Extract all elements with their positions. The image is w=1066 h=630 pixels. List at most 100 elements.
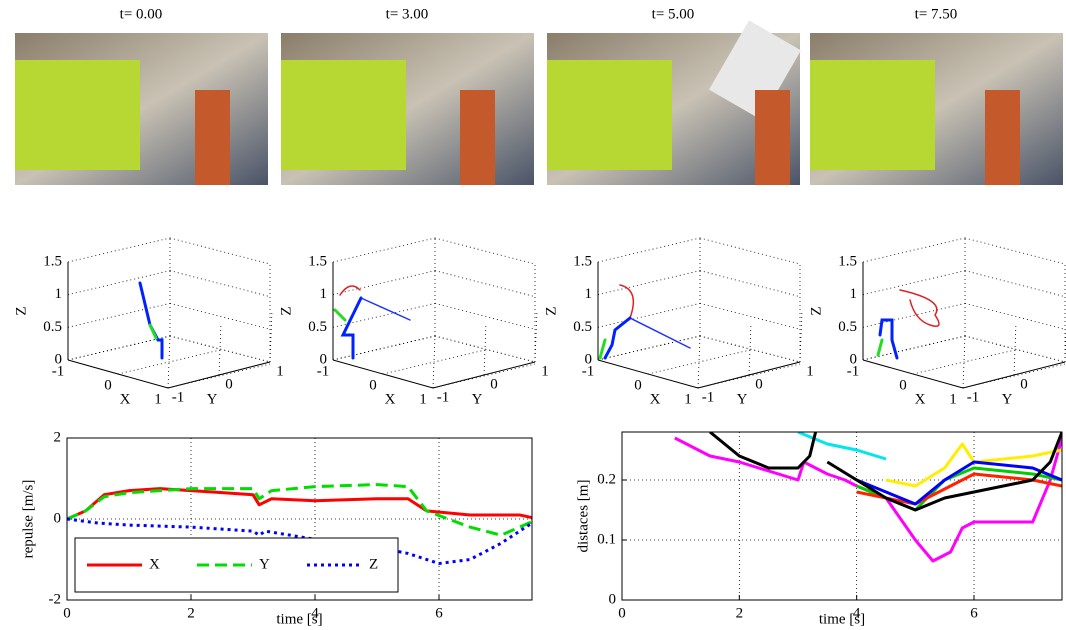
x-axis-label: time [s] — [276, 611, 322, 627]
grid-line — [697, 363, 801, 389]
grid-line — [434, 237, 536, 265]
y-tick-label: 0 — [225, 376, 233, 392]
y-tick-label: 0 — [1020, 376, 1028, 392]
grid-line — [332, 270, 436, 296]
photo — [281, 33, 534, 185]
grid-line — [483, 322, 487, 376]
frame-title: t= 3.00 — [386, 6, 429, 22]
trajectory — [598, 284, 691, 360]
grid-line — [862, 237, 966, 263]
series-line — [67, 517, 532, 566]
x-tick-label: 6 — [970, 605, 978, 621]
grid-line — [962, 335, 966, 389]
grid-line — [67, 270, 171, 296]
y-tick-label: 2 — [54, 429, 62, 445]
plot-area — [622, 432, 1062, 600]
z-tick-label: 1 — [850, 286, 858, 302]
photo — [547, 20, 801, 185]
grid-line — [799, 309, 803, 363]
z-label: Z — [13, 306, 29, 315]
y-tick-label: -2 — [49, 591, 62, 607]
grid-line — [332, 237, 436, 263]
grid-line — [167, 363, 271, 389]
line-chart: 0 2 4 6 0 0.1 0.2 time [s] distaces [m] — [575, 431, 1063, 627]
photo — [810, 33, 1063, 185]
series-line — [67, 483, 532, 537]
grid-line — [748, 322, 752, 376]
y-axis-label: repulse [m/s] — [20, 480, 36, 559]
grid-line — [169, 237, 271, 265]
x-tick-label: 0 — [104, 377, 112, 393]
grid-line — [912, 349, 1016, 375]
trajectory — [333, 285, 411, 360]
grid-line — [167, 335, 171, 389]
z-tick-label: 0.5 — [838, 319, 857, 335]
frame-title: t= 7.50 — [915, 6, 958, 22]
legend-label: Y — [259, 556, 270, 572]
x-tick-label: 0 — [899, 377, 907, 393]
y-tick-label: 0 — [609, 591, 617, 607]
grid-line — [1013, 322, 1017, 376]
z-tick-label: 1.5 — [43, 253, 62, 269]
x-tick-label: 2 — [736, 605, 744, 621]
y-tick-label: 1 — [541, 363, 549, 379]
series-group — [67, 483, 532, 566]
y-label: Y — [472, 391, 483, 407]
z-tick-label: 0 — [320, 351, 328, 367]
grid-line — [597, 302, 701, 328]
grid-line — [699, 270, 801, 298]
x-label: X — [385, 391, 396, 407]
grid-line — [597, 270, 701, 296]
x-axis-label: time [s] — [819, 611, 865, 627]
trajectories-3d — [138, 281, 940, 360]
y-tick-label: 1 — [806, 363, 814, 379]
grid-line — [332, 335, 436, 361]
z-tick-label: 1 — [320, 286, 328, 302]
x-tick-label: 4 — [853, 605, 861, 621]
grid-line — [964, 237, 1066, 265]
legend-label: Z — [369, 556, 378, 572]
z-tick-label: 1 — [55, 286, 63, 302]
grid-line — [332, 302, 436, 328]
photo — [15, 33, 268, 185]
grid-line — [432, 335, 436, 389]
series-line — [856, 472, 1062, 506]
y-axis-label: distaces [m] — [575, 480, 591, 553]
grid-line — [382, 349, 486, 375]
grid-line — [964, 270, 1066, 298]
y-label: Y — [207, 391, 218, 407]
photos — [15, 20, 1063, 185]
y-tick-label: 0 — [54, 510, 62, 526]
grid-line — [67, 302, 171, 328]
grid-line — [117, 349, 221, 375]
grid-line — [597, 237, 701, 263]
z-tick-label: 1.5 — [308, 253, 327, 269]
y-tick-label: -1 — [437, 389, 450, 405]
z-tick-label: 1 — [585, 286, 593, 302]
x-tick-label: 1 — [949, 391, 957, 407]
grid-line — [218, 322, 222, 376]
z-tick-label: 0.5 — [43, 319, 62, 335]
x-tick-label: 0 — [618, 605, 626, 621]
grid-line — [169, 302, 271, 330]
x-label: X — [915, 391, 926, 407]
x-tick-label: 2 — [187, 605, 195, 621]
z-tick-label: 1.5 — [573, 253, 592, 269]
grid-line — [169, 270, 271, 298]
grid-line — [699, 237, 801, 265]
x-tick-label: -1 — [847, 363, 860, 379]
series-line — [856, 460, 1062, 506]
grid-line — [862, 270, 966, 296]
grid-line — [699, 302, 801, 330]
y-label: Y — [737, 391, 748, 407]
y-tick-label: 0 — [755, 376, 763, 392]
grid-line — [862, 335, 966, 361]
x-tick-label: 0 — [369, 377, 377, 393]
grid-line — [269, 309, 273, 363]
z-label: Z — [808, 306, 824, 315]
y-tick-label: 0.2 — [597, 471, 616, 487]
x-tick-label: 1 — [419, 391, 427, 407]
